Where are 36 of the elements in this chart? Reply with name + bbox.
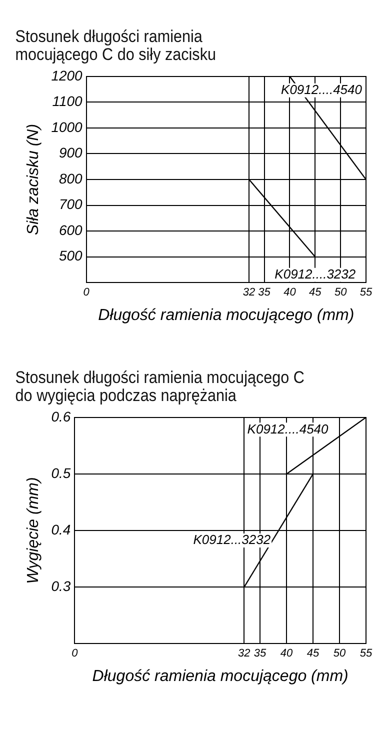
x-tick-label: 35 [258, 286, 272, 298]
x-tick-label: 55 [360, 647, 373, 660]
x-tick-label: 50 [333, 647, 347, 660]
x-tick-label: 35 [254, 647, 268, 660]
chart-title: Stosunek długości ramienia mocującego C do siły zacisku [14, 27, 217, 64]
y-tick-label: 1000 [51, 118, 83, 135]
y-tick-label: 600 [58, 222, 83, 238]
series-label: K0912....3232 [274, 266, 356, 282]
x-tick-label: 45 [309, 286, 322, 298]
y-tick-label: 800 [58, 170, 83, 186]
y-tick-label: 0.3 [51, 578, 71, 594]
x-tick-label: 0 [83, 286, 90, 298]
x-tick-label: 32 [238, 647, 250, 660]
x-tick-label: 0 [72, 647, 79, 660]
x-tick-label: 40 [280, 647, 294, 660]
series-label: K0912....4540 [281, 82, 363, 98]
x-tick-label: 50 [334, 286, 348, 298]
chart-title: Stosunek długości ramienia mocującego C do wygięcia podczas naprężania [14, 368, 306, 405]
y-tick-label: 0.4 [51, 521, 71, 538]
y-tick-label: 1100 [52, 93, 83, 110]
series-label: K0912...3232 [193, 532, 272, 548]
y-tick-label: 0.6 [51, 408, 71, 424]
y-axis-title: Siła zacisku (N) [25, 124, 42, 236]
x-axis-title: Długość ramienia mocującego (mm) [98, 306, 354, 324]
series-label: K0912....4540 [247, 421, 330, 436]
x-tick-label: 40 [284, 286, 297, 298]
y-tick-label: 900 [58, 144, 83, 161]
y-tick-label: 500 [58, 248, 83, 264]
y-tick-label: 0.5 [51, 464, 71, 481]
x-tick-label: 55 [360, 286, 373, 298]
y-tick-label: 700 [58, 196, 83, 212]
y-axis-title: Wygięcie (mm) [25, 477, 42, 584]
y-tick-label: 1200 [51, 67, 83, 84]
x-axis-title: Długość ramienia mocującego (mm) [92, 668, 348, 685]
x-tick-label: 32 [242, 286, 256, 298]
x-tick-label: 45 [306, 647, 320, 660]
